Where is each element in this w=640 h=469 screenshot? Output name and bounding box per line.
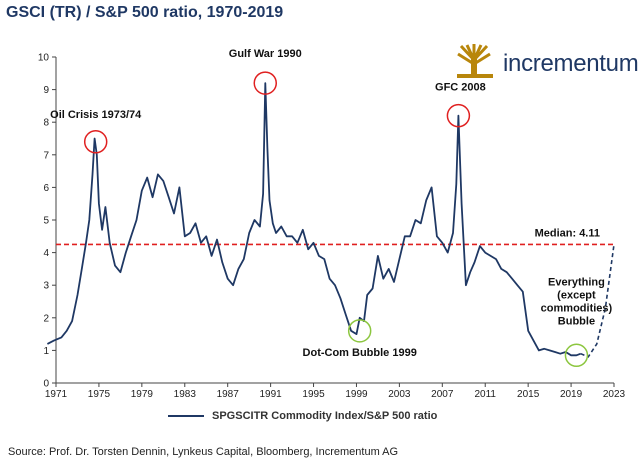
- x-tick-label: 2019: [560, 389, 583, 400]
- annotation-circle: [347, 319, 372, 343]
- y-tick-label: 1: [43, 346, 49, 357]
- x-tick-label: 1983: [174, 389, 197, 400]
- annotation-label: Everything (except commodities) Bubble: [541, 276, 613, 327]
- projection-line: [580, 244, 615, 358]
- y-tick-label: 8: [43, 118, 49, 129]
- y-tick-label: 9: [43, 85, 49, 96]
- logo-text: incrementum: [503, 50, 639, 77]
- annotation-circle: [83, 130, 108, 154]
- y-tick-label: 5: [43, 216, 49, 227]
- x-tick-label: 2011: [474, 389, 496, 400]
- annotation-label: GFC 2008: [435, 82, 486, 94]
- x-tick-label: 1999: [345, 389, 368, 400]
- chart-plot: 0 1 2 3 4 5 6 7 8 9 10 1971 1975 1979 1983 1987 1991 1995…: [38, 48, 626, 400]
- annotation-circle: [446, 103, 471, 128]
- annotation-label: Gulf War 1990: [229, 48, 302, 60]
- y-tick-label: 10: [38, 53, 50, 64]
- median-label: Median: 4.11: [535, 227, 600, 239]
- x-tick-label: 2023: [603, 389, 626, 400]
- y-tick-label: 4: [43, 248, 49, 259]
- y-tick-label: 7: [43, 150, 49, 161]
- annotation-label: Dot-Com Bubble 1999: [303, 347, 417, 359]
- legend-label: SPGSCITR Commodity Index/S&P 500 ratio: [212, 410, 438, 422]
- x-tick-label: 1995: [302, 389, 325, 400]
- x-tick-label: 1971: [45, 389, 68, 400]
- tree-icon: [457, 44, 493, 78]
- y-tick-label: 3: [43, 281, 49, 292]
- x-tick-label: 2007: [431, 389, 454, 400]
- x-tick-label: 1987: [217, 389, 240, 400]
- legend-swatch: [168, 415, 204, 417]
- x-tick-label: 2003: [388, 389, 411, 400]
- annotation-circle: [253, 71, 277, 95]
- x-tick-label: 1979: [131, 389, 154, 400]
- series-line: [46, 82, 582, 357]
- y-tick-label: 6: [43, 183, 49, 194]
- y-tick-label: 2: [43, 313, 49, 324]
- annotation-label: Oil Crisis 1973/74: [50, 109, 142, 121]
- x-tick-label: 2015: [517, 389, 540, 400]
- legend: SPGSCITR Commodity Index/S&P 500 ratio: [168, 410, 437, 422]
- y-tick-label: 0: [43, 379, 49, 390]
- x-tick-label: 1991: [259, 389, 282, 400]
- source-note: Source: Prof. Dr. Torsten Dennin, Lynkeu…: [8, 446, 399, 458]
- chart-title: GSCI (TR) / S&P 500 ratio, 1970-2019: [6, 4, 284, 21]
- annotation-circle: [564, 343, 589, 368]
- x-tick-label: 1975: [88, 389, 111, 400]
- incrementum-logo: [457, 44, 493, 78]
